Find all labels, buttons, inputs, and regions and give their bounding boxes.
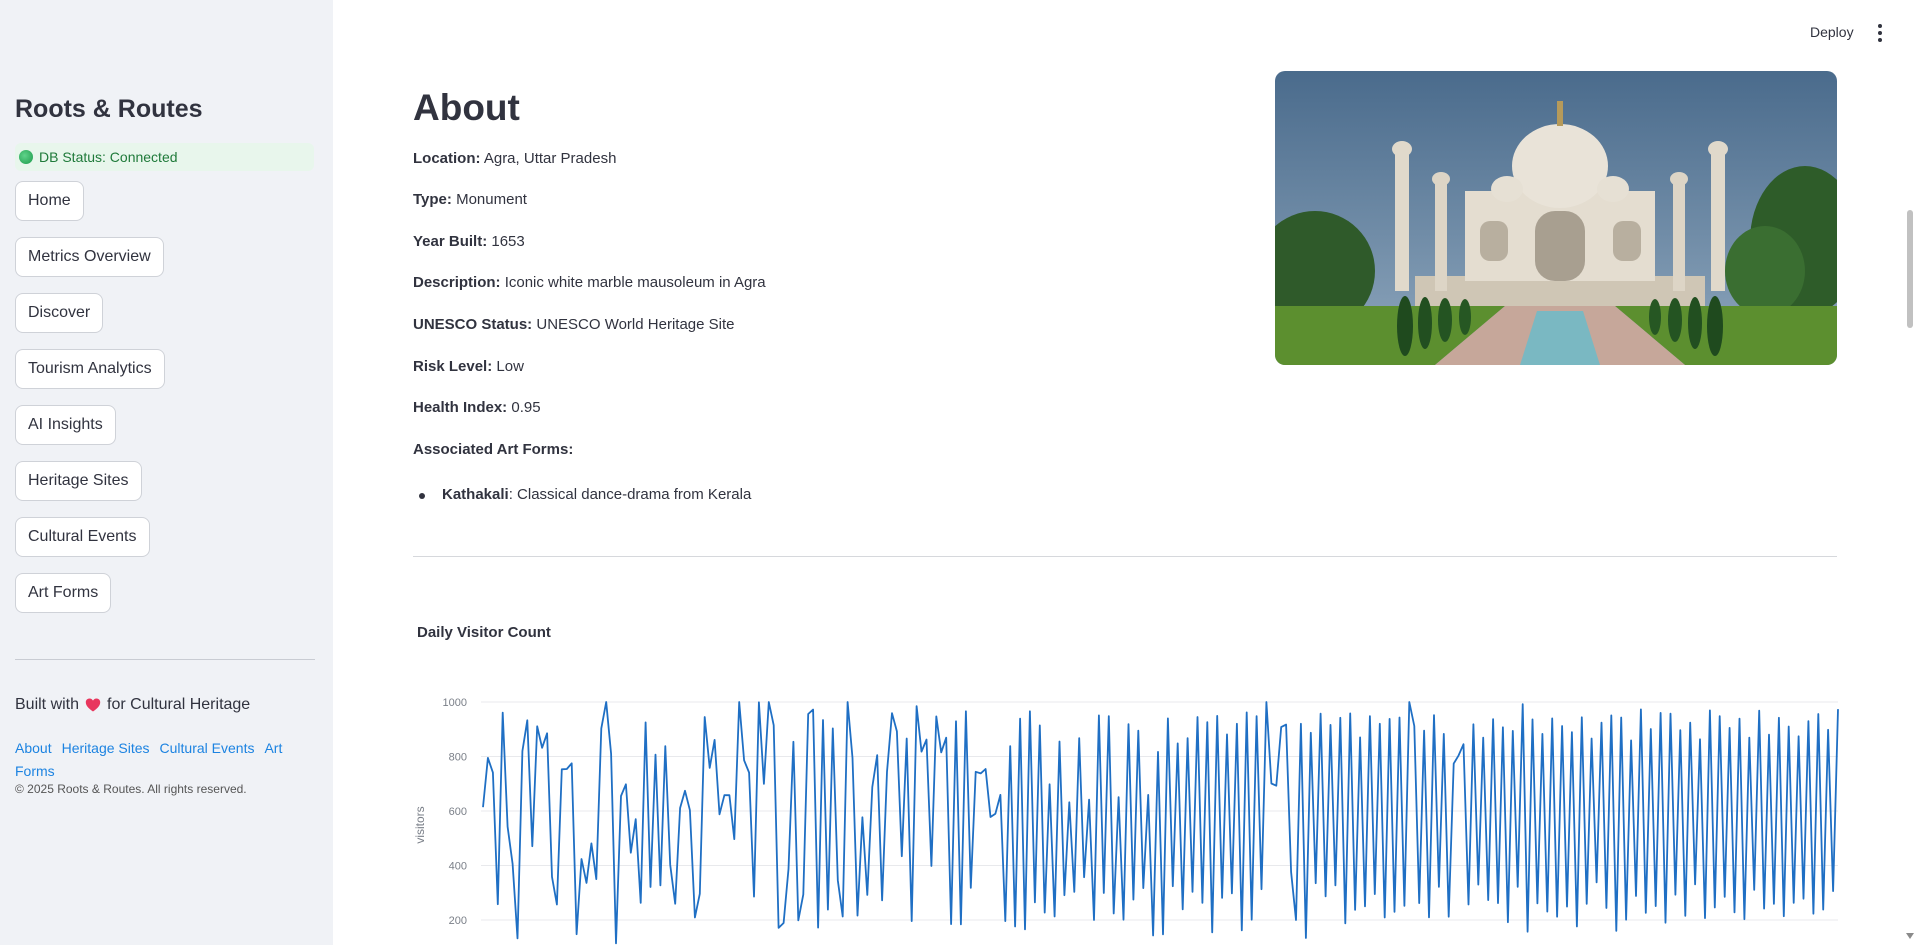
footer-link-heritage-sites[interactable]: Heritage Sites [61,740,150,756]
unesco-status-field: UNESCO Status: UNESCO World Heritage Sit… [413,316,734,333]
field-label: Health Index: [413,399,508,416]
daily-visitor-chart: visitors 1000 800 600 400 200 [413,690,1841,945]
nav-cultural-events-button[interactable]: Cultural Events [15,517,150,557]
more-options-icon[interactable] [1872,23,1888,43]
chart-svg: visitors 1000 800 600 400 200 [413,697,1839,945]
built-with-text: Built with for Cultural Heritage [15,696,250,714]
db-status-badge: DB Status: Connected [15,143,314,171]
risk-level-field: Risk Level: Low [413,358,524,375]
field-value: Monument [456,191,527,208]
footer-links: About Heritage Sites Cultural Events Art Fo… [15,737,315,783]
db-status-text: DB Status: Connected [39,149,178,165]
built-with-suffix: for Cultural Heritage [107,696,251,713]
built-with-prefix: Built with [15,696,80,713]
page-scrollbar[interactable] [1905,0,1916,945]
field-label: Description: [413,274,501,291]
associated-art-forms-heading: Associated Art Forms: [413,441,573,458]
footer-link-art-forms[interactable]: Art Forms [15,740,283,779]
field-value: Low [496,358,524,375]
nav-heritage-sites-button[interactable]: Heritage Sites [15,461,142,501]
scrollbar-thumb[interactable] [1907,210,1913,328]
y-tick-label: 1000 [443,697,467,709]
nav-art-forms-button[interactable]: Art Forms [15,573,112,613]
list-bullet [419,493,425,499]
y-tick-label: 400 [449,861,467,873]
footer-link-about[interactable]: About [15,740,52,756]
site-photo [1275,71,1837,365]
field-label: Type: [413,191,452,208]
nav-metrics-overview-button[interactable]: Metrics Overview [15,237,164,277]
field-value: Iconic white marble mausoleum in Agra [504,274,766,291]
description-field: Description: Iconic white marble mausole… [413,274,766,291]
y-tick-label: 200 [449,915,467,927]
field-value: UNESCO World Heritage Site [536,316,735,333]
field-value: 1653 [491,233,525,250]
scroll-down-arrow-icon[interactable] [1906,933,1914,939]
copyright-text: © 2025 Roots & Routes. All rights reserv… [15,782,247,796]
nav-discover-button[interactable]: Discover [15,293,104,333]
sidebar-divider [15,659,315,660]
page-title: About [413,87,520,128]
series-line [482,701,1839,945]
y-axis-label: visitors [413,806,427,843]
heart-icon [85,697,101,713]
chart-title: Daily Visitor Count [417,624,551,641]
year-built-field: Year Built: 1653 [413,233,525,250]
nav-tourism-analytics-button[interactable]: Tourism Analytics [15,349,165,389]
location-field: Location: Agra, Uttar Pradesh [413,150,616,167]
sidebar: Roots & Routes DB Status: Connected Home… [0,0,333,945]
field-value: 0.95 [511,399,541,416]
field-label: Location: [413,150,481,167]
sidebar-nav: Home Metrics Overview Discover Tourism A… [15,181,165,629]
list-item: Kathakali: Classical dance-drama from Ke… [442,486,751,503]
type-field: Type: Monument [413,191,527,208]
footer-link-cultural-events[interactable]: Cultural Events [159,740,255,756]
y-tick-label: 600 [449,806,467,818]
field-label: Associated Art Forms: [413,441,574,458]
art-form-desc: : Classical dance-drama from Kerala [508,486,752,503]
field-label: Risk Level: [413,358,493,375]
status-dot-icon [19,150,33,164]
health-index-field: Health Index: 0.95 [413,399,541,416]
section-divider [413,556,1837,557]
field-label: Year Built: [413,233,488,250]
field-label: UNESCO Status: [413,316,533,333]
field-value: Agra, Uttar Pradesh [483,150,617,167]
art-form-name: Kathakali [442,486,509,503]
y-tick-label: 800 [449,752,467,764]
nav-home-button[interactable]: Home [15,181,84,221]
app-title: Roots & Routes [15,95,203,123]
deploy-button[interactable]: Deploy [1810,24,1854,40]
nav-ai-insights-button[interactable]: AI Insights [15,405,116,445]
